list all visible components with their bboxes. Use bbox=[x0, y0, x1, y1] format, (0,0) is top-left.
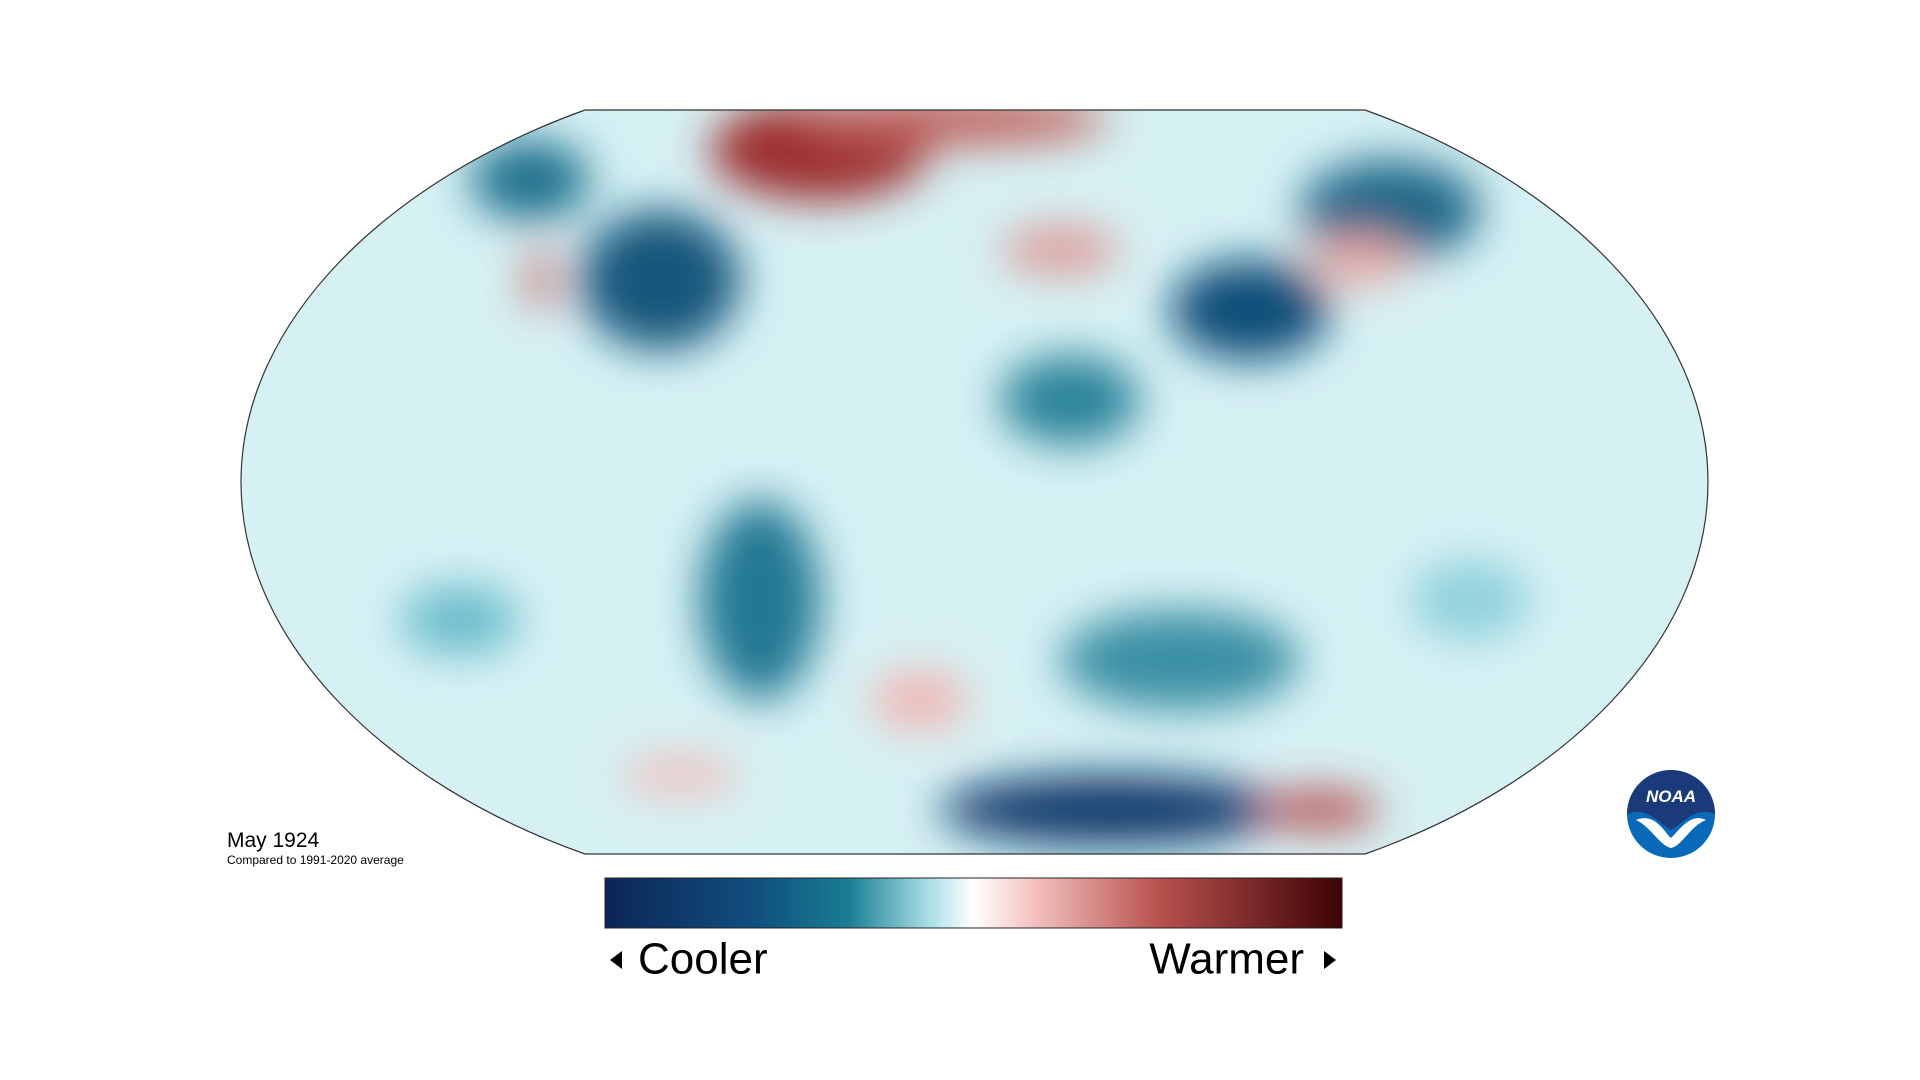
anomaly-fields bbox=[400, 110, 1530, 845]
arrow-left bbox=[610, 951, 622, 969]
map-baseline: Compared to 1991-2020 average bbox=[227, 853, 404, 867]
legend-high: Warmer bbox=[1149, 935, 1304, 984]
legend-low: Cooler bbox=[638, 935, 768, 984]
noaa-logo: NOAA bbox=[1627, 770, 1715, 858]
color-scale bbox=[604, 877, 1343, 929]
anomaly-map bbox=[241, 110, 1708, 854]
arrow-right bbox=[1324, 951, 1336, 969]
map-outline bbox=[240, 109, 1709, 855]
map-date: May 1924 bbox=[227, 829, 320, 852]
logo-text: NOAA bbox=[1646, 787, 1696, 806]
